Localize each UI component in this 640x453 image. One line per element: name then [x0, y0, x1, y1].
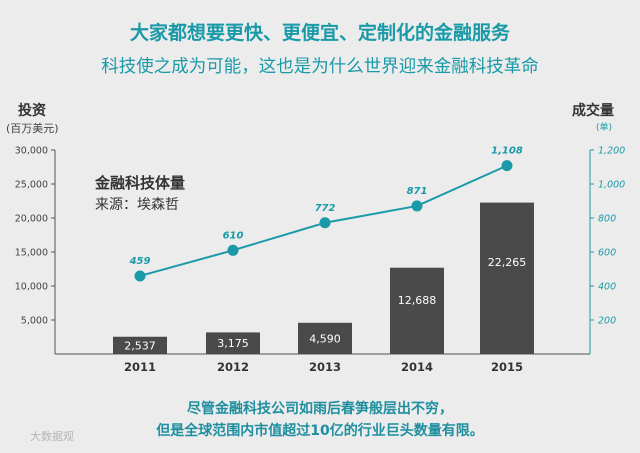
right-axis-title: 成交量 [572, 103, 614, 119]
x-tick-label: 2014 [401, 360, 433, 374]
right-tick-label: 1,000 [598, 180, 625, 191]
left-axis-unit: (百万美元) [6, 122, 59, 135]
x-tick-label: 2015 [491, 360, 523, 374]
legend-source: 来源：埃森哲 [95, 197, 179, 213]
volume-value-label: 871 [407, 186, 428, 197]
right-tick-label: 200 [598, 316, 616, 327]
bar-value-label: 4,590 [309, 332, 341, 345]
footer-line-2: 但是全球范围内市值超过10亿的行业巨头数量有限。 [156, 423, 484, 439]
x-tick-label: 2011 [124, 360, 156, 374]
volume-point [411, 200, 423, 212]
bar [480, 202, 534, 354]
volume-point [501, 160, 513, 172]
right-tick-label: 1,200 [598, 146, 625, 157]
chart-title: 大家都想要更快、更便宜、定制化的金融服务 [129, 22, 510, 44]
right-tick-label: 600 [598, 248, 616, 259]
volume-value-label: 772 [315, 203, 336, 214]
x-tick-label: 2013 [309, 360, 341, 374]
bar [390, 267, 444, 354]
bar-value-label: 22,265 [488, 256, 527, 269]
chart-subtitle: 科技使之成为可能，这也是为什么世界迎来金融科技革命 [101, 57, 539, 77]
volume-point [227, 244, 239, 256]
bar [298, 322, 352, 354]
bar-value-label: 2,537 [124, 339, 156, 352]
footer-line-1: 尽管金融科技公司如雨后春笋般层出不穷， [187, 401, 453, 417]
right-axis-unit: (单) [596, 123, 613, 133]
bar [113, 336, 167, 354]
right-tick-label: 800 [598, 214, 616, 225]
left-tick-label: 20,000 [15, 214, 48, 225]
bar-value-label: 3,175 [217, 337, 249, 350]
bar-value-label: 12,688 [398, 294, 437, 307]
bar [206, 332, 260, 354]
left-tick-label: 25,000 [15, 180, 48, 191]
volume-value-label: 610 [223, 230, 244, 241]
watermark: 大数据观 [30, 430, 74, 443]
left-axis-title: 投资 [18, 103, 46, 119]
volume-point [134, 270, 146, 282]
left-tick-label: 10,000 [15, 282, 48, 293]
left-tick-label: 15,000 [15, 248, 48, 259]
legend-title: 金融科技体量 [95, 174, 186, 192]
left-tick-label: 5,000 [21, 316, 48, 327]
volume-value-label: 459 [129, 256, 151, 267]
left-tick-label: 30,000 [15, 146, 48, 157]
right-tick-label: 400 [598, 282, 616, 293]
x-tick-label: 2012 [217, 360, 249, 374]
volume-point [319, 217, 331, 229]
volume-value-label: 1,108 [491, 146, 523, 157]
